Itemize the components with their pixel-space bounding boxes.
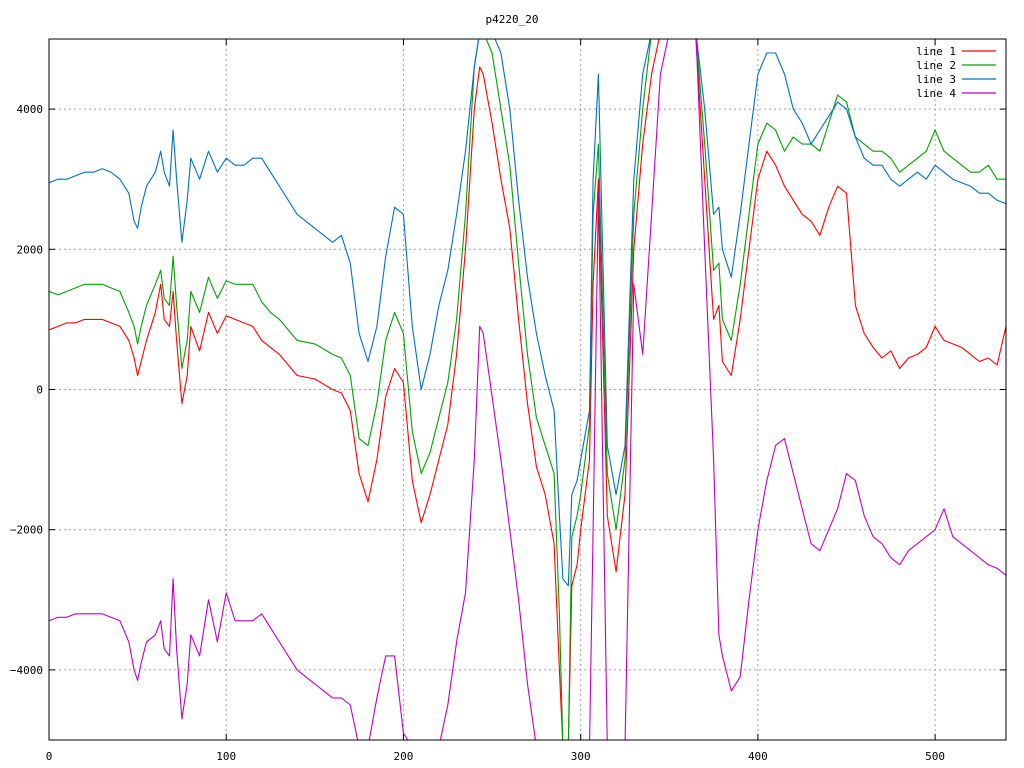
x-tick-label: 0	[46, 750, 53, 763]
plot-frame	[48, 38, 1007, 741]
series-line-3	[49, 39, 1006, 587]
legend-label: line 4	[916, 87, 956, 100]
x-tick-label: 100	[216, 750, 236, 763]
y-tick-label: −4000	[10, 664, 43, 677]
axis-ticks: 0 100 200 300 400 500 −4000 −2000 0 2000 4000	[10, 39, 1006, 763]
y-tick-label: 4000	[17, 103, 44, 116]
y-tick-label: −2000	[10, 524, 43, 537]
legend-label: line 1	[916, 45, 956, 58]
chart-title: p4220_20	[486, 13, 539, 26]
legend-label: line 3	[916, 73, 956, 86]
series-line-1	[49, 39, 1006, 740]
y-tick-label: 2000	[17, 243, 44, 256]
x-tick-label: 500	[925, 750, 945, 763]
series-line-4	[49, 39, 1006, 740]
y-tick-label: 0	[36, 384, 43, 397]
series-lines	[49, 39, 1006, 740]
x-tick-label: 200	[394, 750, 414, 763]
x-tick-label: 300	[571, 750, 591, 763]
x-tick-label: 400	[748, 750, 768, 763]
legend-label: line 2	[916, 59, 956, 72]
grid-lines	[49, 39, 1006, 740]
